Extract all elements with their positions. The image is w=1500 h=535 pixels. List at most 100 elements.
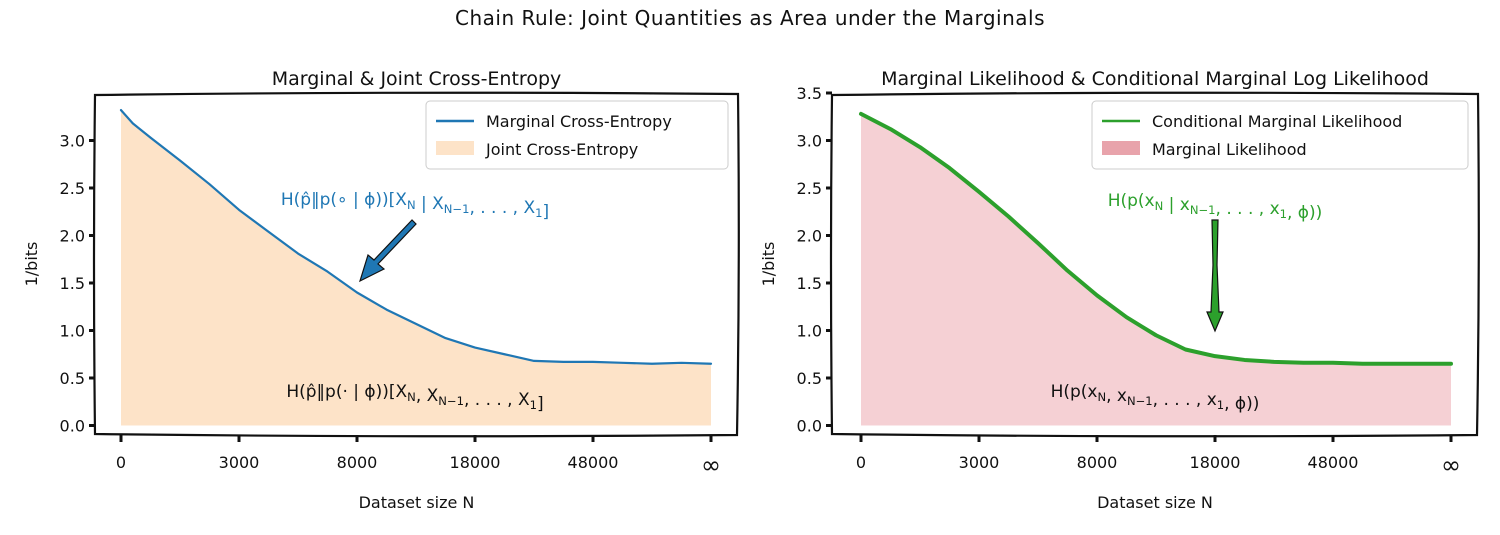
- data-point: [621, 362, 624, 364]
- annotation-arrow: [359, 219, 417, 283]
- legend-fill-swatch: [1102, 141, 1140, 155]
- x-tick-label: 3000: [219, 453, 260, 472]
- y-tick-label: 0.5: [797, 369, 822, 388]
- x-tick-label: 48000: [568, 453, 619, 472]
- y-tick-label: 0.0: [60, 417, 85, 436]
- data-point: [651, 362, 653, 365]
- x-tick-label: 18000: [450, 453, 501, 472]
- data-point: [415, 323, 417, 325]
- x-tick-label: 3000: [959, 453, 1000, 472]
- data-point: [238, 209, 240, 211]
- data-point: [474, 346, 476, 349]
- legend-label: Marginal Cross-Entropy: [486, 112, 672, 131]
- annotation-marginal-likelihood: H(p(xN, xN−1, . . . , x1, ϕ)): [1051, 382, 1260, 414]
- data-point: [503, 353, 506, 356]
- data-point: [208, 183, 211, 185]
- x-tick-label: 8000: [1077, 453, 1118, 472]
- data-point: [1273, 361, 1275, 363]
- legend-label: Conditional Marginal Likelihood: [1152, 112, 1402, 131]
- data-point: [1125, 316, 1128, 319]
- annotation-conditional: H(p(xN | xN−1, . . . , x1, ϕ)): [1108, 191, 1323, 223]
- data-point: [1037, 242, 1039, 244]
- data-point: [132, 122, 134, 125]
- y-tick-label: 2.0: [60, 227, 85, 246]
- y-tick-label: 3.0: [60, 132, 85, 151]
- y-tick-label: 0.5: [60, 369, 85, 388]
- annotation-arrow: [1206, 219, 1224, 333]
- plot-frame: [92, 91, 740, 438]
- data-point: [356, 291, 358, 294]
- plot-frame: [829, 91, 1480, 438]
- chart-title: Marginal Likelihood & Conditional Margin…: [881, 68, 1429, 90]
- data-point: [978, 191, 980, 193]
- y-axis-label: 1/bits: [759, 242, 778, 287]
- figure-suptitle: Chain Rule: Joint Quantities as Area und…: [455, 6, 1045, 30]
- data-point: [1361, 362, 1364, 365]
- x-axis-label: Dataset size N: [359, 493, 475, 512]
- data-point: [710, 362, 712, 365]
- data-point: [860, 113, 862, 115]
- data-point: [120, 109, 122, 111]
- annotation-marginal: H(p̂‖p(∘ | ϕ))[XN | XN−1, . . . , X1]: [281, 190, 549, 222]
- data-point: [1302, 362, 1305, 364]
- y-tick-label: 2.0: [797, 227, 822, 246]
- x-axis-label: Dataset size N: [1097, 493, 1213, 512]
- data-point: [889, 128, 892, 130]
- annotation-joint: H(p̂‖p(· | ϕ))[XN, XN−1, . . . , X1]: [286, 382, 543, 414]
- legend-fill-swatch: [436, 141, 474, 155]
- x-tick-label: ∞: [701, 451, 721, 479]
- data-point: [1332, 362, 1334, 364]
- data-point: [1450, 362, 1452, 365]
- data-point: [592, 361, 594, 363]
- plot-1: Marginal Likelihood & Conditional Margin…: [759, 68, 1480, 512]
- data-point: [1066, 269, 1069, 272]
- data-point: [1184, 348, 1187, 351]
- data-point: [326, 270, 329, 273]
- y-tick-label: 1.0: [60, 322, 85, 341]
- data-point: [562, 361, 565, 363]
- y-tick-label: 2.5: [60, 179, 85, 198]
- data-point: [297, 252, 299, 255]
- x-tick-label: ∞: [1441, 451, 1461, 479]
- data-point: [1007, 215, 1010, 218]
- data-point: [680, 362, 683, 364]
- data-point: [1155, 334, 1157, 337]
- data-point: [948, 167, 951, 169]
- area-joint-cross-entropy: [121, 110, 711, 426]
- data-point: [179, 159, 181, 162]
- x-tick-label: 0: [856, 453, 866, 472]
- legend-box: [425, 100, 729, 170]
- y-tick-label: 0.0: [797, 417, 822, 436]
- y-tick-label: 3.5: [797, 84, 822, 103]
- data-point: [444, 337, 447, 339]
- data-point: [1243, 359, 1246, 361]
- data-point: [1096, 294, 1098, 297]
- y-tick-label: 1.5: [60, 274, 85, 293]
- y-tick-label: 3.0: [797, 132, 822, 151]
- x-tick-label: 18000: [1190, 453, 1241, 472]
- data-point: [149, 136, 152, 139]
- legend-box: [1091, 100, 1469, 170]
- y-axis-label: 1/bits: [22, 242, 41, 287]
- data-point: [533, 360, 535, 362]
- data-point: [1214, 355, 1216, 357]
- data-point: [385, 308, 388, 311]
- legend-label: Marginal Likelihood: [1152, 140, 1307, 159]
- chart-title: Marginal & Joint Cross-Entropy: [272, 68, 562, 90]
- data-point: [1420, 362, 1423, 365]
- data-point: [267, 230, 270, 233]
- y-tick-label: 1.0: [797, 322, 822, 341]
- data-point: [919, 146, 921, 148]
- y-tick-label: 2.5: [797, 179, 822, 198]
- area-marginal-likelihood: [861, 113, 1451, 426]
- x-tick-label: 0: [116, 453, 126, 472]
- left-chart: Marginal & Joint Cross-Entropy 0.0 0.5 1.0 1…: [22, 68, 740, 512]
- x-tick-label: 8000: [337, 453, 378, 472]
- line-marginal-cross-entropy: [119, 109, 713, 365]
- data-point: [1391, 362, 1393, 365]
- legend-label: Joint Cross-Entropy: [485, 140, 638, 159]
- plot-0: Marginal & Joint Cross-Entropy 0.0 0.5 1.0 1…: [22, 68, 740, 512]
- x-tick-label: 48000: [1308, 453, 1359, 472]
- y-tick-label: 1.5: [797, 274, 822, 293]
